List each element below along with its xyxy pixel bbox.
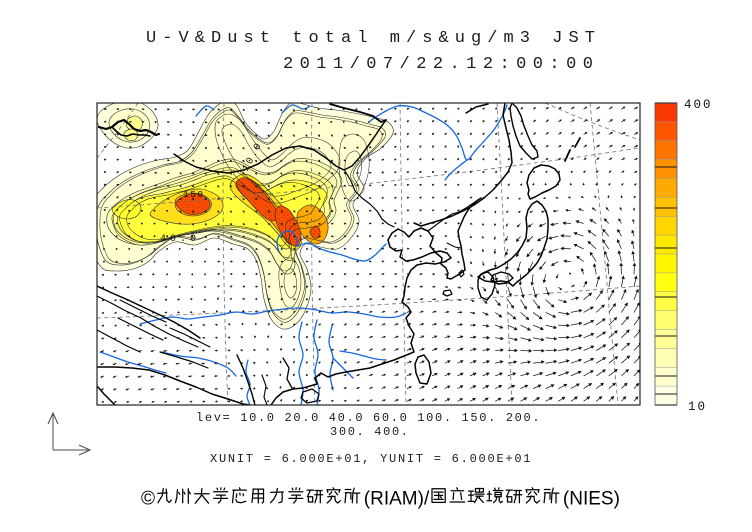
svg-text:40.0: 40.0 [160,234,200,245]
svg-text:2011/07/22.12:00:00: 2011/07/22.12:00:00 [283,55,599,74]
svg-text:150: 150 [183,189,205,200]
svg-text:©: © [141,489,155,510]
svg-text:10: 10 [688,400,707,414]
svg-text:lev= 10.0 20.0 40.0 60.0 100.: lev= 10.0 20.0 40.0 60.0 100. 150. 200. [196,411,541,425]
svg-text:XUNIT = 6.000E+01, YUNIT = 6.0: XUNIT = 6.000E+01, YUNIT = 6.000E+01 [210,452,532,466]
svg-text:(RIAM)/: (RIAM)/ [364,489,430,510]
svg-text:U-V&Dust total m/s&ug/m3 JST: U-V&Dust total m/s&ug/m3 JST [146,29,601,48]
svg-text:400: 400 [684,98,713,112]
svg-text:300. 400.: 300. 400. [330,425,410,439]
svg-text:(NIES): (NIES) [563,489,620,510]
